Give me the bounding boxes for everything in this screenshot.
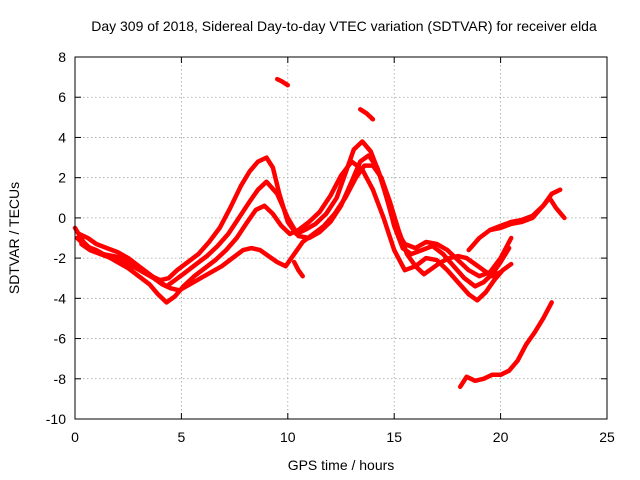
x-tick-label: 10: [280, 429, 296, 445]
series-track-10: [291, 259, 305, 279]
y-tick-label: -10: [46, 411, 66, 427]
x-tick-label: 25: [599, 429, 615, 445]
axes: 0 5 10 15 20 25 -10 -8 -6 -4 -2 0 2 4 6 8: [46, 49, 615, 445]
y-tick-label: 8: [58, 49, 66, 65]
x-tick-label: 0: [71, 429, 79, 445]
y-tick-label: -4: [54, 290, 67, 306]
y-tick-label: 4: [58, 129, 66, 145]
x-tick-label: 5: [178, 429, 186, 445]
series-track-9: [357, 107, 376, 122]
y-tick-label: -8: [54, 371, 67, 387]
series-track-8: [274, 76, 291, 88]
y-tick-label: -2: [54, 250, 67, 266]
y-tick-label: 6: [58, 89, 66, 105]
y-axis-label: SDTVAR / TECUs: [6, 182, 22, 294]
y-tick-label: -6: [54, 331, 67, 347]
series-group: [72, 76, 567, 390]
plot-frame: [74, 56, 608, 420]
series-track-4: [79, 163, 503, 293]
series-track-6: [487, 195, 567, 233]
x-tick-label: 20: [493, 429, 509, 445]
y-tick-label: 2: [58, 170, 66, 186]
x-axis-label: GPS time / hours: [288, 457, 395, 473]
chart-title: Day 309 of 2018, Sidereal Day-to-day VTE…: [91, 18, 597, 34]
y-tick-label: 0: [58, 210, 66, 226]
x-tick-label: 15: [386, 429, 402, 445]
grid: [75, 57, 607, 419]
series-track-7: [457, 300, 554, 390]
series-track-3: [74, 159, 514, 305]
